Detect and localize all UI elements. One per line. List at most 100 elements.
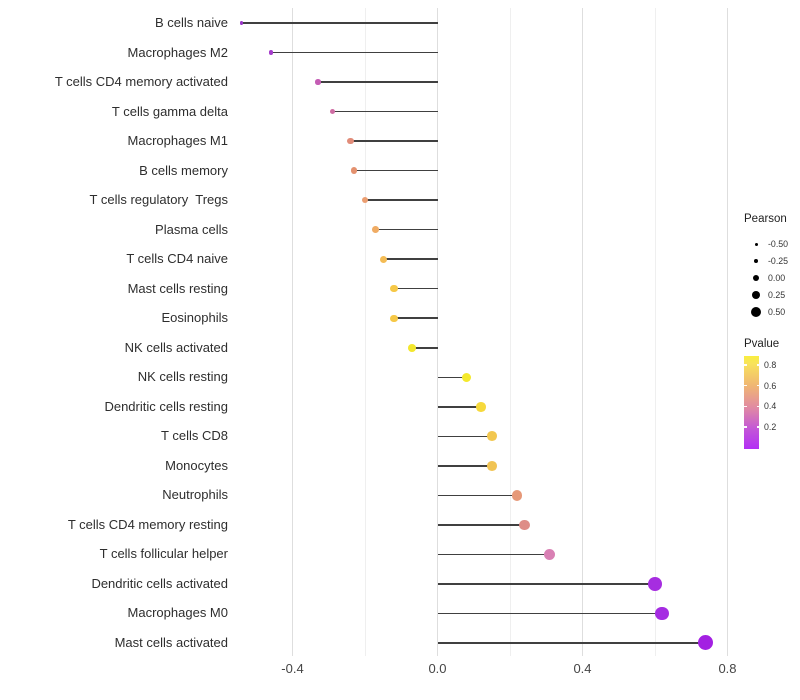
lollipop-dot <box>476 402 486 412</box>
size-legend-dot <box>751 290 761 300</box>
y-axis-label: Dendritic cells resting <box>104 398 228 414</box>
lollipop-stem <box>375 228 438 231</box>
y-axis-label: T cells CD4 naive <box>126 251 228 267</box>
size-legend-label: -0.25 <box>768 256 789 266</box>
lollipop-dot <box>544 548 556 560</box>
x-axis-tick-label: 0.0 <box>428 661 447 676</box>
color-legend-label: 0.8 <box>764 360 777 370</box>
lollipop-dot <box>361 196 369 204</box>
gridline-major <box>727 8 728 656</box>
gridline-minor <box>654 8 656 656</box>
lollipop-stem <box>394 287 438 290</box>
lollipop-stem <box>354 169 438 172</box>
x-axis-tick-label: -0.4 <box>281 661 304 676</box>
lollipop-dot <box>379 255 387 263</box>
size-legend-label: 0.50 <box>768 307 786 317</box>
y-axis-label: T cells follicular helper <box>99 546 228 562</box>
y-axis-label: Plasma cells <box>155 221 228 237</box>
y-axis-label: T cells CD4 memory resting <box>67 516 228 532</box>
y-axis-label: B cells memory <box>139 162 228 178</box>
y-axis-label: Mast cells resting <box>127 280 228 296</box>
y-axis-label: T cells regulatory Tregs <box>89 192 228 208</box>
y-axis-label: NK cells activated <box>124 339 228 355</box>
size-legend-title: Pearson <box>744 213 787 225</box>
lollipop-stem <box>437 435 492 438</box>
lollipop-stem <box>365 199 438 201</box>
color-legend-label: 0.6 <box>764 380 777 391</box>
y-axis-label: Mast cells activated <box>114 635 228 650</box>
gradient-tick <box>744 364 747 366</box>
lollipop-stem <box>241 22 438 24</box>
y-axis-label: B cells naive <box>155 15 228 30</box>
gridline-major <box>437 8 438 656</box>
lollipop-dot <box>487 431 497 442</box>
lollipop-stem <box>437 524 525 526</box>
x-axis-tick-label: 0.4 <box>573 661 592 676</box>
gradient-tick <box>744 426 747 428</box>
y-axis-label: Monocytes <box>165 457 228 473</box>
pvalue-gradient-bar <box>744 356 759 449</box>
size-legend-label: -0.50 <box>768 239 789 249</box>
size-legend-dot <box>753 258 759 264</box>
lollipop-dot <box>461 372 472 382</box>
y-axis-label: T cells CD4 memory activated <box>54 74 228 90</box>
lollipop-dot <box>390 285 398 293</box>
y-axis-label: Eosinophils <box>161 310 229 326</box>
lollipop-dot <box>329 108 336 115</box>
lollipop-dot <box>519 519 530 531</box>
lollipop-stem <box>332 110 438 113</box>
gridline-minor <box>509 8 511 656</box>
lollipop-stem <box>437 465 492 467</box>
gridline-minor <box>364 8 366 656</box>
lollipop-stem <box>383 258 438 260</box>
x-axis-tick-label: 0.8 <box>718 661 737 676</box>
lollipop-stem <box>437 642 706 644</box>
size-legend-label: 0.25 <box>768 290 786 300</box>
lollipop-stem <box>270 51 438 54</box>
y-axis-label: T cells CD8 <box>161 428 228 444</box>
lollipop-stem <box>437 553 550 556</box>
lollipop-dot <box>487 461 497 471</box>
y-axis-label: Dendritic cells activated <box>91 575 228 591</box>
lollipop-dot <box>390 314 398 322</box>
lollipop-stem <box>437 494 518 497</box>
y-axis-label: NK cells resting <box>137 369 228 385</box>
y-axis-label: Neutrophils <box>162 487 228 503</box>
y-axis-label: Macrophages M2 <box>127 44 228 60</box>
color-legend-title: Pvalue <box>744 338 780 350</box>
gradient-tick <box>756 364 759 366</box>
lollipop-stem <box>437 612 663 615</box>
lollipop-dot <box>372 226 380 234</box>
lollipop-dot <box>655 606 670 621</box>
lollipop-stem <box>317 81 438 83</box>
gradient-tick <box>756 426 759 428</box>
lollipop-dot <box>408 343 416 352</box>
lollipop-dot <box>350 167 358 174</box>
lollipop-dot <box>240 21 244 25</box>
y-axis-label: T cells gamma delta <box>111 103 228 119</box>
gradient-tick <box>756 385 759 387</box>
lollipop-dot <box>315 79 321 85</box>
lollipop-dot <box>512 490 523 501</box>
lollipop-stem <box>350 140 438 142</box>
size-legend-dot <box>751 307 761 317</box>
lollipop-stem <box>394 317 438 319</box>
lollipop-stem <box>437 406 481 408</box>
y-axis-label: Macrophages M1 <box>127 133 228 149</box>
size-legend-dot <box>752 274 760 282</box>
lollipop-stem <box>412 347 438 349</box>
lollipop-dot <box>648 577 662 591</box>
lollipop-stem <box>437 376 467 379</box>
size-legend-dot <box>754 242 758 246</box>
color-legend-label: 0.4 <box>764 401 777 412</box>
gradient-tick <box>744 385 747 387</box>
size-legend-label: 0.00 <box>768 273 786 283</box>
y-axis-label: Macrophages M0 <box>127 605 228 621</box>
gridline-major <box>582 8 583 656</box>
lollipop-dot <box>698 635 714 651</box>
gradient-tick <box>756 405 759 407</box>
gridline-major <box>292 8 293 656</box>
gradient-tick <box>744 405 747 407</box>
lollipop-stem <box>437 583 655 585</box>
